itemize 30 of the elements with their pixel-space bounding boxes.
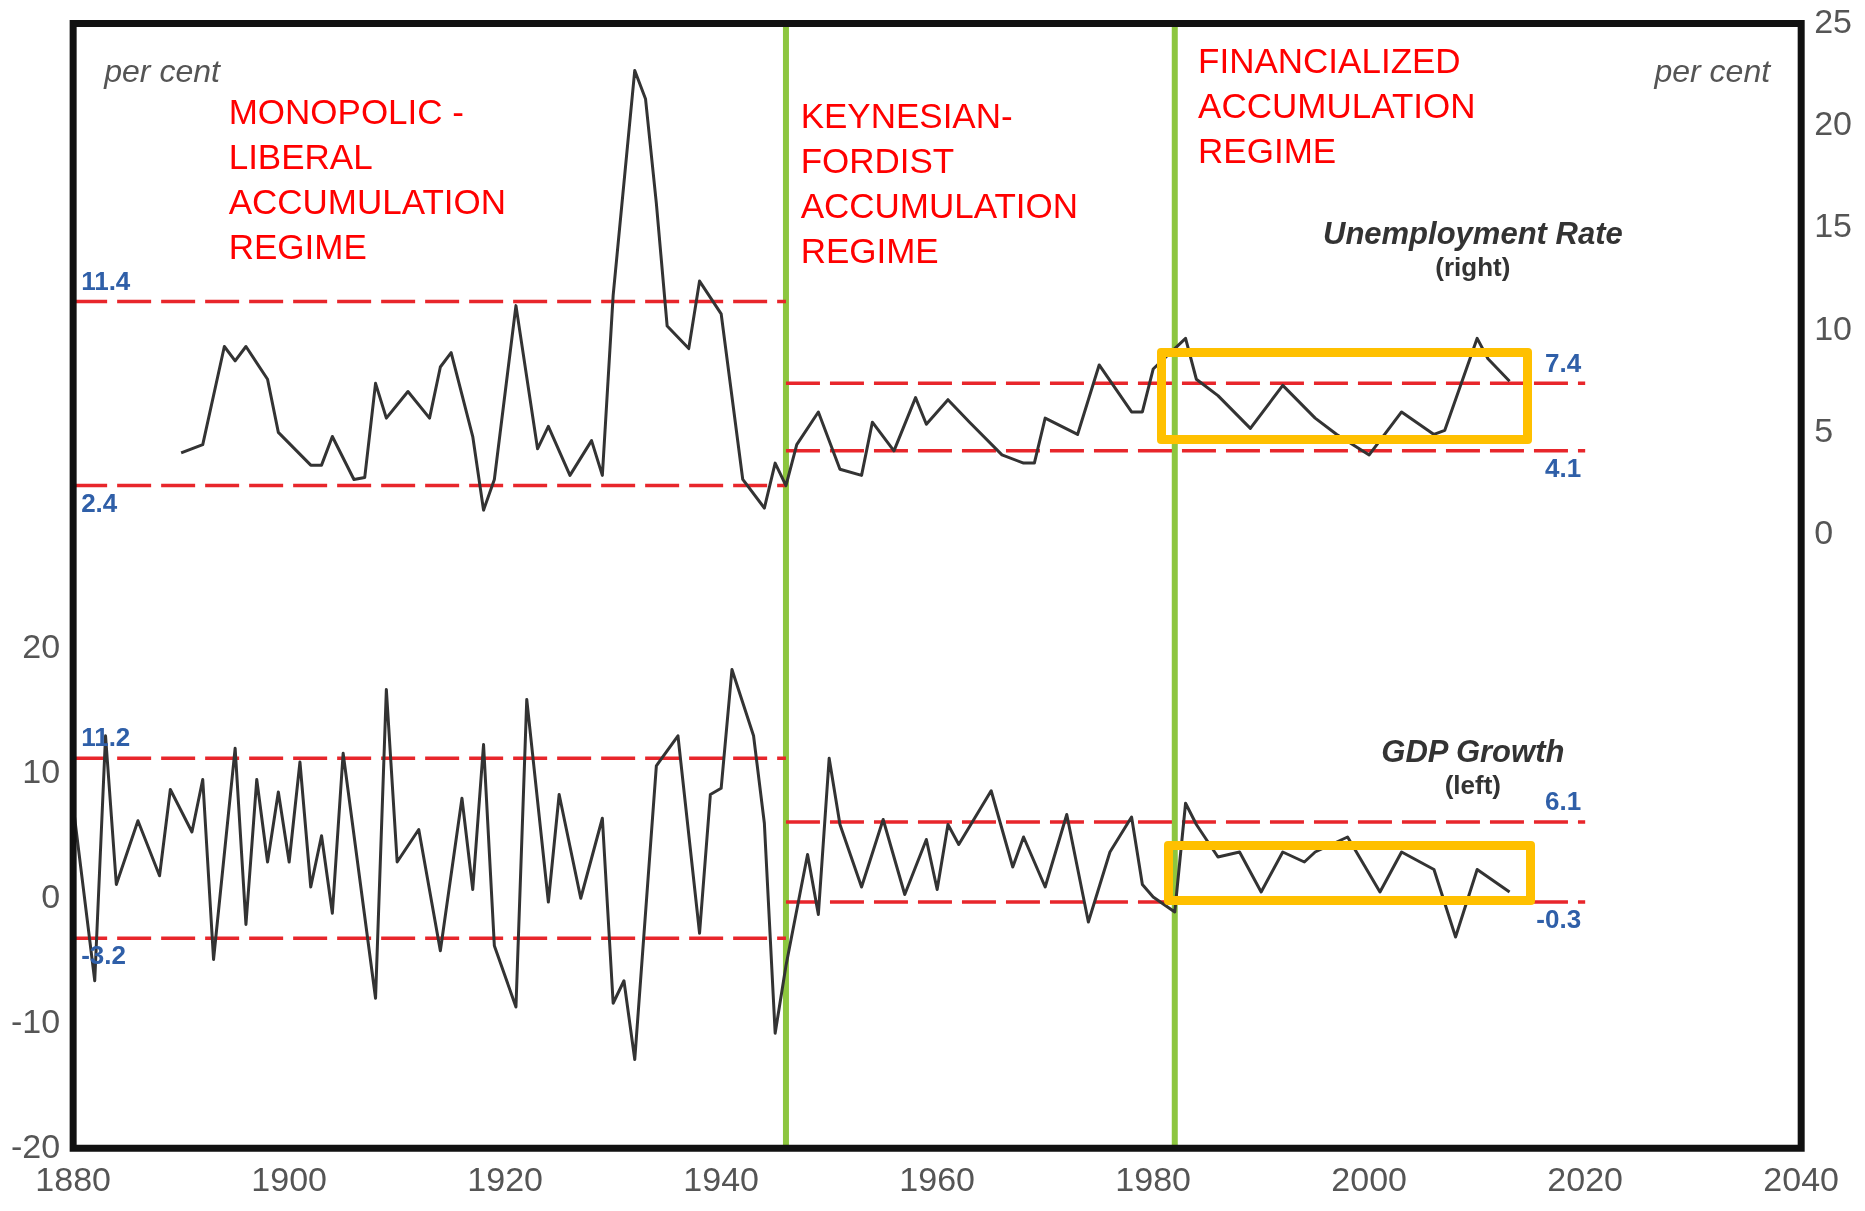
- annotation: FINANCIALIZED ACCUMULATION REGIME: [1198, 41, 1476, 171]
- x-tick-label: 2040: [1763, 1159, 1839, 1198]
- data-label: 11.4: [81, 265, 131, 296]
- annotation: MONOPOLIC - LIBERAL ACCUMULATION REGIME: [228, 91, 507, 266]
- data-label: 2.4: [81, 487, 118, 518]
- x-tick-label: 1920: [467, 1159, 543, 1198]
- x-tick-label: 1980: [1115, 1159, 1191, 1198]
- y2-tick-label: 0: [1814, 513, 1834, 552]
- x-tick-label: 1960: [899, 1159, 975, 1198]
- y2-tick-label: 10: [1814, 308, 1853, 347]
- y-tick-label: 10: [22, 751, 61, 790]
- text: Unemployment Rate (right): [1322, 216, 1623, 283]
- x-tick-label: 2020: [1547, 1159, 1623, 1198]
- x-tick-label: 2000: [1331, 1159, 1407, 1198]
- annotation: per cent: [1653, 53, 1772, 90]
- data-label: 11.2: [81, 722, 131, 753]
- y-tick-label: 0: [41, 876, 61, 915]
- y2-tick-label: 25: [1814, 1, 1853, 40]
- x-tick-label: 1900: [251, 1159, 327, 1198]
- data-label: 4.1: [1545, 453, 1582, 483]
- annotation: per cent: [103, 53, 221, 90]
- data-label: -0.3: [1536, 904, 1582, 935]
- data-label: 7.4: [1545, 347, 1582, 378]
- y2-tick-label: 5: [1814, 410, 1834, 449]
- y2-tick-label: 20: [1814, 104, 1853, 143]
- x-tick-label: 1940: [683, 1159, 759, 1198]
- y2-tick-label: 15: [1814, 206, 1853, 245]
- y-tick-label: -10: [11, 1001, 61, 1040]
- y-tick-label: 20: [22, 626, 61, 665]
- annotation: KEYNESIAN-FORDIST ACCUMULATION REGIME: [800, 96, 1079, 271]
